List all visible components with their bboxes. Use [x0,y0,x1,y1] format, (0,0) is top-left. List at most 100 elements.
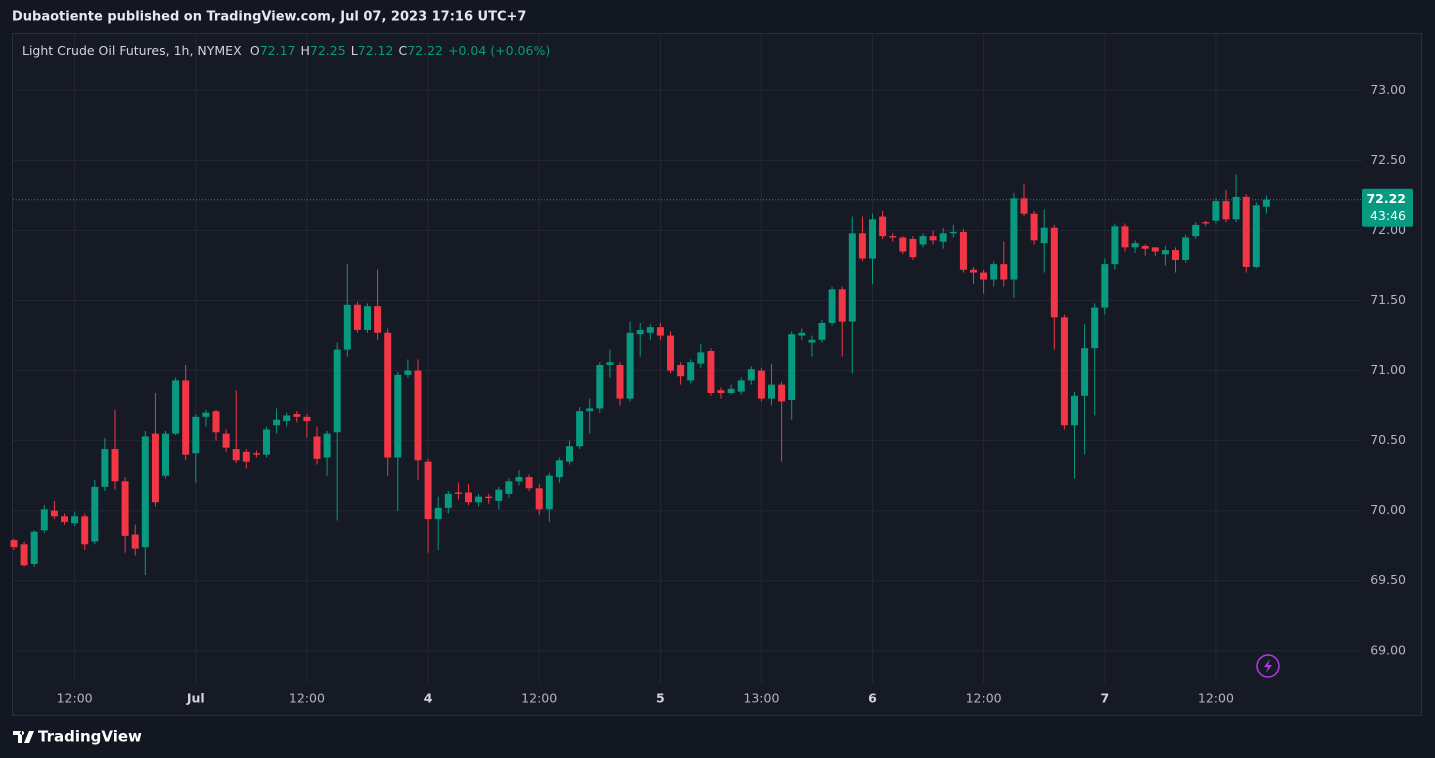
candle-body [768,384,775,399]
candle-body [818,322,826,340]
candle-body [1242,196,1250,267]
candle-body [1151,247,1159,252]
candle-body [30,531,38,564]
candle-body [747,369,755,381]
x-tick-label: 4 [424,691,433,706]
candle-body [798,332,806,336]
grid [13,34,1362,683]
header: Dubaotiente published on TradingView.com… [12,10,526,25]
candle-body [182,380,190,455]
candle-body [788,334,796,401]
candle-body [636,329,644,335]
chart-title: Light Crude Oil Futures, 1h, NYMEX [22,43,242,58]
candle-body [566,446,573,462]
x-tick-label: 13:00 [743,691,779,706]
candle-body [252,453,260,455]
candle-body [162,433,169,476]
candle-body [586,408,594,412]
candle-body [1222,201,1230,220]
candle-body [212,411,220,433]
legend-change: +0.04 (+0.06%) [448,43,550,58]
candle-body [959,231,967,270]
legend-key: C [398,43,407,58]
candle-body [808,339,816,343]
x-tick-label: 7 [1100,691,1109,706]
candle-body [1172,250,1179,260]
candle-body [1050,227,1058,318]
candle-body [939,233,947,242]
candle-body [1091,307,1099,349]
x-tick-label: 12:00 [289,691,325,706]
candle-body [697,352,705,364]
candle-body [1000,264,1008,280]
last-price-label: 72.22 [1366,191,1406,206]
candle-body [505,481,513,494]
candle-body [242,451,250,462]
candle-body [303,416,311,422]
candle-body [495,489,503,501]
candle-body [1161,250,1169,255]
candle-body [919,236,927,245]
candle-body [1182,237,1190,260]
candle-body [454,492,462,494]
candle-body [1010,198,1018,280]
candle-body [101,449,109,487]
candle-body [656,327,664,336]
candle-body [364,306,371,330]
candle-body [81,516,89,545]
legend: Light Crude Oil Futures, 1h, NYMEX O72.17… [22,43,550,58]
candle-body [424,461,432,520]
candle-body [717,390,725,394]
candle-body [1071,395,1078,426]
footer-brand: TradingView [38,728,142,746]
y-tick-label: 69.50 [1370,572,1406,587]
candle-body [879,216,887,237]
candle-body [172,380,180,434]
candle-body [858,233,866,259]
y-tick-label: 69.00 [1370,642,1406,657]
legend-key: H [300,43,309,58]
candle-body [838,289,846,322]
y-tick-label: 70.00 [1370,502,1406,517]
candle-body [293,414,301,417]
candle-body [313,436,321,459]
candle-body [606,362,614,366]
candle-body [1040,227,1048,244]
candle-body [1192,224,1200,237]
candle-body [283,415,291,422]
candle-body [343,304,351,350]
candle-body [899,237,907,252]
candle-body [202,412,210,417]
candle-body [131,534,139,549]
y-tick-label: 73.00 [1370,82,1406,97]
candle-body [71,516,79,524]
candle-body [596,365,604,409]
candle-body [61,516,68,522]
y-tick-label: 71.50 [1370,292,1406,307]
last-price-badge [1362,188,1413,227]
y-tick-label: 72.50 [1370,152,1406,167]
candle-body [1020,198,1028,214]
x-tick-label: 12:00 [1198,691,1234,706]
candles [10,174,1362,576]
candle-body [414,370,422,461]
candle-body [333,349,341,433]
candle-body [727,388,735,394]
candle-body [192,416,200,454]
candle-body [1111,226,1119,265]
candle-body [91,486,99,542]
candle-body [434,507,442,520]
candle-body [646,327,654,333]
candle-body [1131,243,1139,248]
candle-body [141,436,149,548]
candle-body [151,433,159,503]
candle-body [525,477,533,489]
candle-body [929,236,937,241]
candle-body [353,304,361,330]
x-tick-label: 12:00 [521,691,557,706]
legend-key: L [351,43,358,58]
candle-body [515,477,523,482]
chart-frame [12,33,1422,716]
candle-body [555,460,563,478]
